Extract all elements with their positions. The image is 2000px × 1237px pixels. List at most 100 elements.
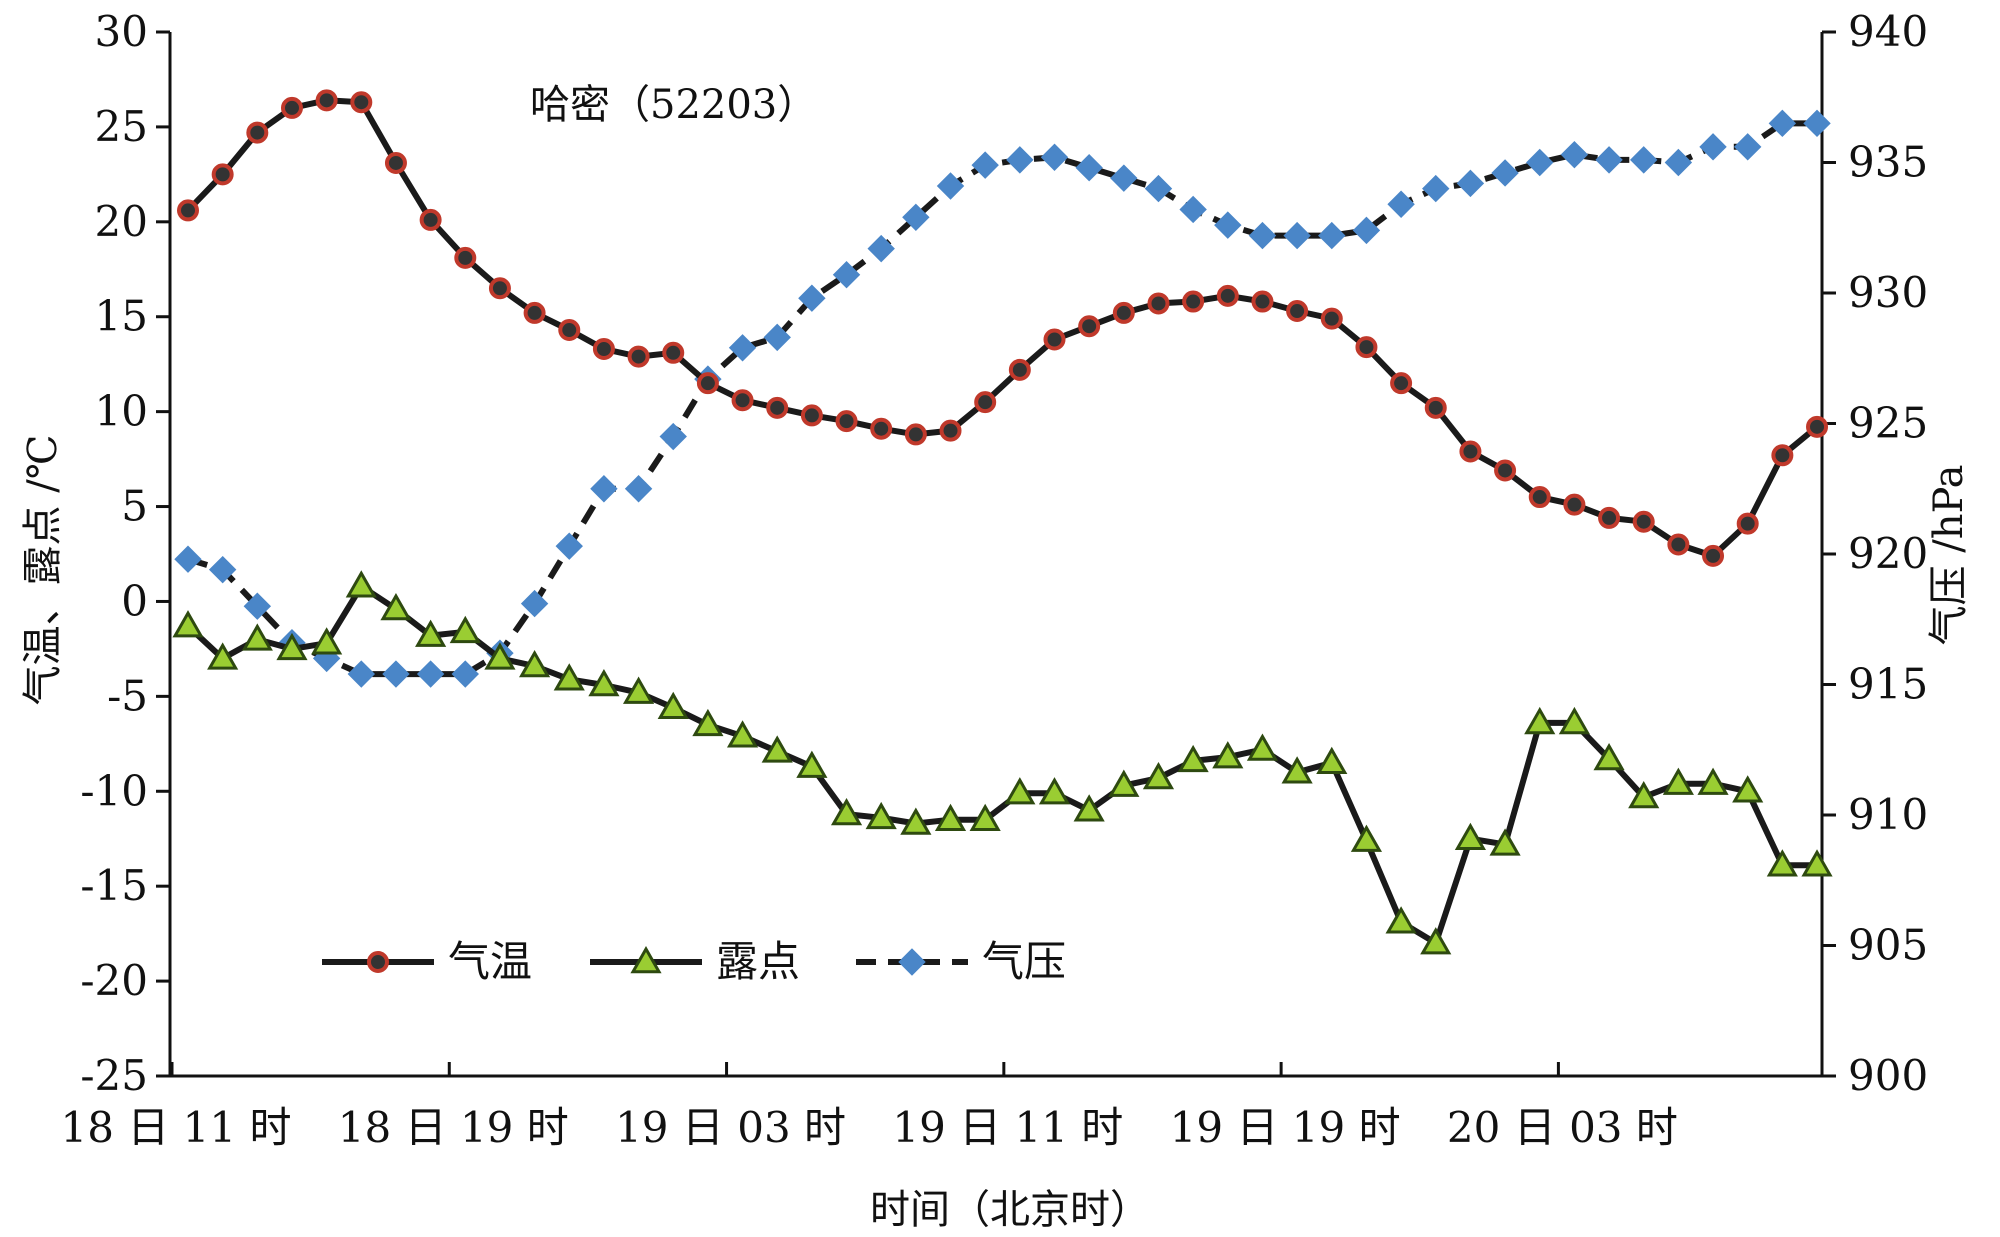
data-point-1	[1316, 746, 1348, 775]
legend-item-2: 气压	[856, 937, 1066, 986]
series-line-2	[187, 120, 1817, 678]
data-point-1	[588, 668, 620, 697]
data-point-2	[1491, 159, 1519, 187]
x-tick-label: 19 日 03 时	[615, 1103, 846, 1152]
legend-label: 气温	[448, 937, 532, 986]
data-point-1	[1004, 777, 1036, 805]
series-0	[177, 89, 1829, 567]
series-group	[172, 89, 1833, 955]
data-point-0	[280, 96, 303, 119]
axes	[156, 30, 1836, 1078]
data-point-2	[1595, 146, 1623, 174]
data-point-0	[662, 341, 685, 364]
data-point-1	[1142, 761, 1175, 790]
data-point-0	[1355, 336, 1378, 359]
data-point-2	[832, 261, 861, 289]
data-point-0	[1702, 544, 1725, 567]
data-point-2	[1733, 133, 1762, 161]
y-right-tick-label: 940	[1848, 7, 1928, 56]
data-point-0	[1320, 307, 1343, 330]
data-point-0	[1771, 444, 1794, 467]
data-point-2	[416, 660, 445, 688]
data-point-1	[172, 610, 204, 638]
data-point-1	[692, 708, 724, 737]
data-point-1	[449, 615, 481, 644]
data-point-2	[1144, 174, 1173, 203]
data-point-0	[454, 246, 477, 269]
data-point-1	[1524, 706, 1556, 735]
legend-marker	[898, 948, 926, 976]
data-point-1	[969, 803, 1001, 831]
data-point-1	[1489, 828, 1521, 856]
data-point-0	[419, 208, 442, 231]
data-point-2	[590, 475, 618, 503]
data-point-1	[1038, 777, 1071, 805]
y-left-tick-label: 5	[121, 482, 148, 531]
data-point-0	[1251, 290, 1274, 313]
data-point-2	[1664, 148, 1693, 177]
data-point-1	[1697, 767, 1729, 795]
data-point-2	[659, 422, 687, 451]
data-point-0	[1147, 292, 1170, 315]
data-point-0	[1182, 290, 1205, 313]
data-point-1	[241, 623, 273, 651]
tick-labels: 30 25 20 15 10 5 0 -5 -10 -15 -20 -25 940 935 930 925 92…	[61, 7, 1929, 1152]
data-point-2	[1179, 195, 1207, 224]
data-point-2	[624, 475, 653, 503]
data-point-2	[1006, 146, 1034, 174]
data-point-0	[627, 345, 650, 368]
data-point-0	[488, 277, 511, 300]
data-point-1	[1454, 822, 1487, 850]
data-point-0	[1424, 396, 1447, 419]
data-point-1	[1801, 849, 1833, 877]
data-point-2	[902, 203, 930, 232]
data-point-2	[1526, 148, 1554, 177]
data-point-1	[726, 720, 759, 748]
data-point-0	[523, 301, 546, 324]
data-point-2	[1040, 143, 1069, 171]
data-point-1	[1246, 733, 1279, 761]
data-point-2	[243, 592, 272, 620]
data-point-2	[1803, 109, 1831, 138]
data-point-0	[1563, 493, 1586, 516]
data-point-2	[1387, 190, 1415, 218]
data-point-2	[936, 172, 965, 200]
data-point-1	[622, 676, 655, 704]
y-right-tick-label: 905	[1848, 921, 1928, 970]
data-point-1	[1385, 906, 1417, 934]
y-left-tick-label: -5	[107, 671, 148, 720]
data-point-0	[904, 423, 927, 446]
x-tick-label: 18 日 19 时	[338, 1103, 569, 1152]
data-point-1	[519, 649, 551, 678]
data-point-1	[1593, 742, 1625, 771]
data-point-0	[1043, 328, 1066, 351]
legend-label: 气压	[982, 937, 1066, 986]
legend-marker	[630, 945, 662, 974]
data-point-1	[900, 807, 932, 835]
data-point-1	[761, 735, 793, 763]
data-point-1	[1766, 849, 1798, 877]
data-point-0	[1667, 533, 1690, 556]
data-point-2	[763, 323, 791, 352]
x-tick-label: 18 日 11 时	[61, 1103, 292, 1152]
data-point-0	[592, 337, 615, 360]
data-point-0	[1459, 440, 1482, 463]
data-point-2	[1630, 146, 1658, 174]
data-point-0	[1632, 510, 1655, 533]
data-point-1	[207, 642, 239, 670]
data-point-2	[728, 334, 757, 362]
data-point-1	[1073, 794, 1105, 822]
y-right-tick-label: 915	[1848, 660, 1928, 709]
data-point-0	[1494, 459, 1517, 482]
data-point-1	[345, 570, 377, 598]
data-point-2	[1214, 211, 1242, 239]
station-annotation: 哈密（52203）	[530, 82, 817, 128]
data-point-2	[1110, 164, 1138, 192]
data-point-2	[971, 151, 999, 179]
y-left-tick-label: -10	[80, 766, 148, 815]
data-point-2	[1318, 221, 1346, 250]
data-point-1	[1420, 927, 1452, 955]
data-point-2	[1248, 221, 1277, 250]
data-point-1	[484, 642, 516, 670]
data-point-0	[177, 199, 199, 222]
